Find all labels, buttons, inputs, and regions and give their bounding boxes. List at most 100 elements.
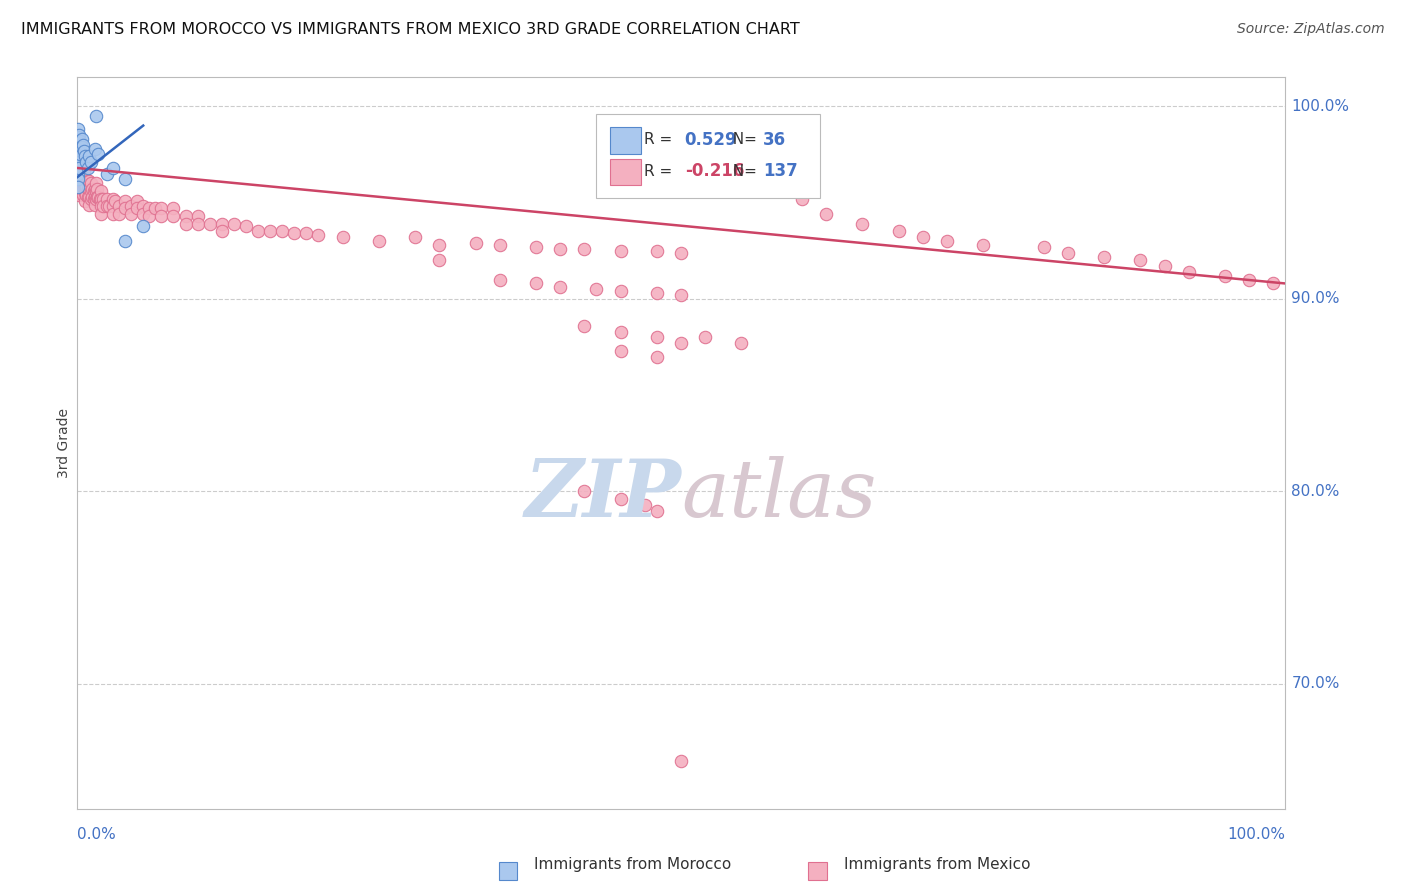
Point	[162, 202, 184, 216]
Point	[69, 147, 91, 161]
Point	[67, 128, 90, 143]
Point	[66, 161, 89, 175]
Point	[89, 192, 111, 206]
Point	[86, 182, 108, 196]
Text: R =: R =	[644, 132, 676, 147]
Point	[283, 227, 305, 241]
Point	[114, 234, 136, 248]
Point	[66, 144, 89, 158]
Point	[114, 172, 136, 186]
Point	[120, 199, 142, 213]
Point	[66, 145, 89, 160]
Point	[174, 217, 197, 231]
Point	[67, 165, 90, 179]
Point	[90, 199, 112, 213]
Point	[66, 137, 89, 152]
Point	[67, 149, 90, 163]
Point	[66, 172, 89, 186]
Point	[766, 170, 789, 185]
Point	[76, 161, 98, 175]
Point	[695, 330, 717, 344]
Point	[669, 336, 692, 351]
FancyBboxPatch shape	[610, 128, 641, 153]
Text: 0.0%: 0.0%	[77, 828, 115, 842]
Point	[83, 182, 105, 196]
Point	[87, 147, 110, 161]
Point	[66, 161, 89, 175]
Point	[1129, 253, 1152, 268]
Point	[1177, 265, 1199, 279]
Point	[488, 238, 510, 252]
Point	[548, 242, 571, 256]
Text: R =: R =	[644, 163, 676, 178]
Point	[1237, 272, 1260, 286]
Point	[101, 199, 124, 213]
Point	[77, 190, 100, 204]
Point	[972, 238, 994, 252]
Point	[69, 134, 91, 148]
Point	[132, 199, 155, 213]
Point	[73, 162, 96, 177]
Point	[211, 225, 233, 239]
Point	[101, 207, 124, 221]
Point	[76, 182, 98, 196]
Point	[1263, 277, 1285, 291]
Text: 36: 36	[763, 130, 786, 149]
Point	[72, 187, 94, 202]
Point	[70, 170, 93, 185]
Point	[247, 225, 270, 239]
Y-axis label: 3rd Grade: 3rd Grade	[58, 409, 72, 478]
Point	[67, 157, 90, 171]
Point	[67, 136, 90, 150]
Point	[77, 174, 100, 188]
Point	[1032, 240, 1054, 254]
Text: Source: ZipAtlas.com: Source: ZipAtlas.com	[1237, 22, 1385, 37]
Point	[114, 194, 136, 208]
Point	[66, 122, 89, 136]
Point	[132, 219, 155, 233]
Point	[86, 190, 108, 204]
Point	[80, 184, 103, 198]
Point	[669, 754, 692, 768]
Point	[609, 244, 631, 258]
Point	[77, 149, 100, 163]
Text: atlas: atlas	[681, 456, 876, 533]
Point	[84, 192, 107, 206]
Point	[66, 153, 89, 168]
Point	[67, 155, 90, 169]
Point	[90, 207, 112, 221]
Point	[72, 137, 94, 152]
Point	[67, 161, 90, 175]
Point	[80, 177, 103, 191]
Point	[80, 192, 103, 206]
Point	[84, 184, 107, 198]
Point	[75, 187, 97, 202]
Point	[75, 170, 97, 185]
Point	[936, 234, 959, 248]
Point	[83, 190, 105, 204]
Point	[70, 155, 93, 169]
Point	[72, 157, 94, 171]
Point	[80, 155, 103, 169]
Text: 137: 137	[763, 162, 799, 180]
Point	[66, 169, 89, 183]
Point	[609, 284, 631, 298]
Point	[90, 184, 112, 198]
Point	[82, 182, 104, 196]
Point	[548, 280, 571, 294]
Point	[91, 192, 114, 206]
Point	[72, 180, 94, 194]
Point	[367, 234, 389, 248]
Point	[66, 167, 89, 181]
Point	[308, 228, 330, 243]
Point	[75, 180, 97, 194]
Point	[72, 172, 94, 186]
Point	[143, 202, 166, 216]
Point	[67, 187, 90, 202]
Point	[67, 142, 90, 156]
Point	[101, 192, 124, 206]
Point	[66, 130, 89, 145]
Point	[77, 197, 100, 211]
Point	[98, 199, 121, 213]
Point	[851, 217, 873, 231]
